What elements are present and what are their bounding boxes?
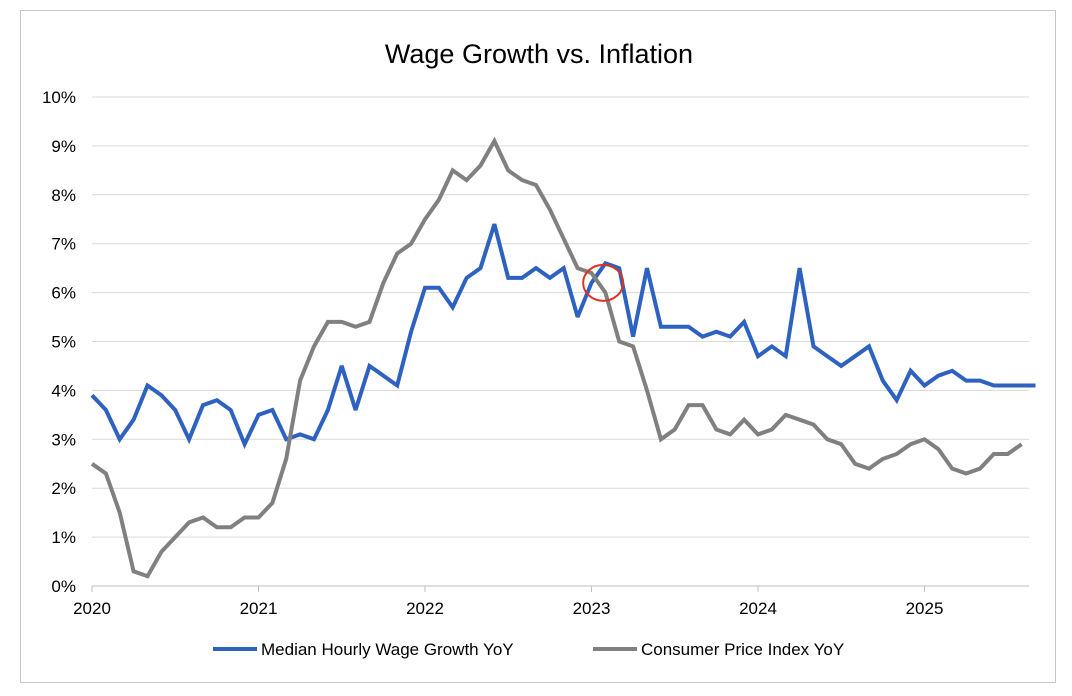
- x-tick-label: 2024: [739, 599, 777, 618]
- series-line-cpi: [90, 136, 1023, 579]
- x-tick-label: 2025: [906, 599, 944, 618]
- y-tick-label: 7%: [51, 235, 76, 254]
- y-tick-label: 6%: [51, 284, 76, 303]
- annotations: [582, 263, 625, 302]
- legend: Median Hourly Wage Growth YoY Consumer P…: [213, 640, 844, 659]
- series-line-wage-growth: [90, 223, 1036, 450]
- gridlines: [92, 96, 1029, 587]
- y-tick-label: 5%: [51, 333, 76, 352]
- y-tick-label: 1%: [51, 528, 76, 547]
- x-tick-label: 2020: [73, 599, 111, 618]
- x-axis: [91, 585, 1029, 592]
- chart-frame: Wage Growth vs. Inflation 0% 1% 2% 3% 4% 5% 6%…: [20, 10, 1056, 683]
- x-tick-label: 2023: [573, 599, 611, 618]
- chart-svg: Wage Growth vs. Inflation 0% 1% 2% 3% 4% 5% 6%…: [42, 39, 1036, 659]
- y-tick-label: 3%: [51, 430, 76, 449]
- series-lines: [90, 136, 1036, 579]
- chart-title: Wage Growth vs. Inflation: [385, 39, 693, 69]
- x-tick-label: 2022: [406, 599, 444, 618]
- legend-wage-label: Median Hourly Wage Growth YoY: [261, 640, 514, 659]
- y-tick-label: 2%: [51, 479, 76, 498]
- x-axis-labels: 2020 2021 2022 2023 2024 2025: [73, 599, 943, 618]
- x-tick-label: 2021: [240, 599, 278, 618]
- crossover-circle: [582, 263, 625, 302]
- y-tick-label: 9%: [51, 137, 76, 156]
- y-axis-labels: 0% 1% 2% 3% 4% 5% 6% 7% 8% 9% 10%: [42, 88, 76, 596]
- y-tick-label: 0%: [51, 577, 76, 596]
- y-tick-label: 8%: [51, 186, 76, 205]
- legend-cpi-label: Consumer Price Index YoY: [641, 640, 844, 659]
- y-tick-label: 4%: [51, 381, 76, 400]
- y-tick-label: 10%: [42, 88, 76, 107]
